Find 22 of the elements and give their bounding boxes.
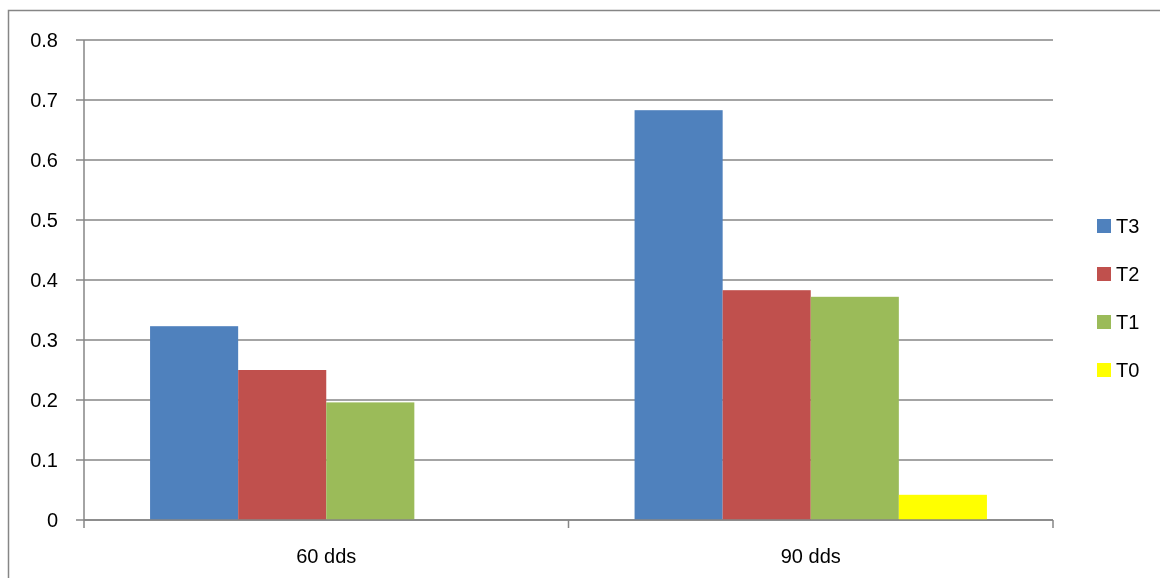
bar (898, 494, 987, 520)
bar (810, 296, 899, 520)
x-tick-label: 90 dds (780, 545, 841, 567)
bar (150, 326, 239, 520)
legend-label: T1 (1116, 311, 1140, 333)
y-tick-label: 0.4 (30, 269, 58, 291)
y-tick-label: 0.5 (30, 209, 58, 231)
legend-label: T2 (1116, 263, 1140, 285)
x-tick-label: 60 dds (296, 545, 357, 567)
bar (238, 370, 327, 520)
y-tick-label: 0.1 (30, 449, 58, 471)
y-tick-label: 0.3 (30, 329, 58, 351)
bar (326, 402, 415, 520)
y-tick-label: 0.7 (30, 89, 58, 111)
y-tick-label: 0.6 (30, 149, 58, 171)
bar (634, 110, 723, 520)
y-tick-label: 0 (46, 509, 58, 531)
bar (722, 290, 811, 520)
y-tick-label: 0.8 (30, 29, 58, 51)
legend-label: T0 (1116, 359, 1140, 381)
legend-label: T3 (1116, 215, 1140, 237)
y-tick-label: 0.2 (30, 389, 58, 411)
